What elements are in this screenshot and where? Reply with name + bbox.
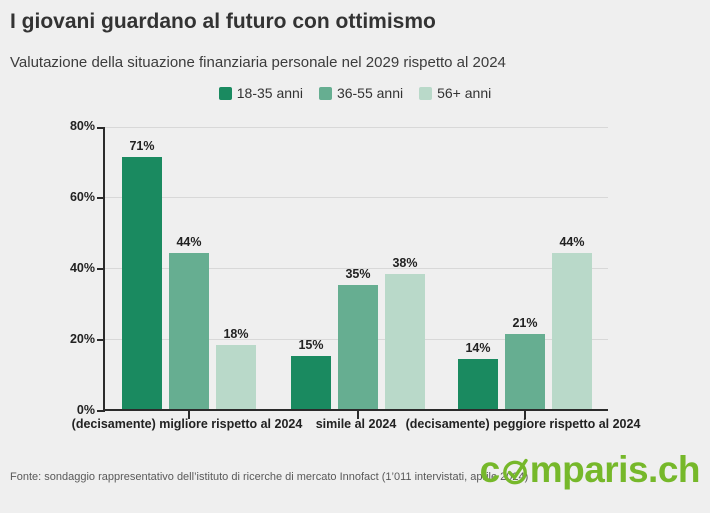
bar-value-label: 44% xyxy=(176,235,202,249)
bar-36-55-anni-cat1 xyxy=(338,285,378,409)
bar-56+-anni-cat2 xyxy=(552,253,592,409)
gridline xyxy=(105,268,608,269)
legend-swatch-56plus xyxy=(419,86,433,100)
chart-title: I giovani guardano al futuro con ottimis… xyxy=(10,10,436,33)
category-label: (decisamente) migliore rispetto al 2024 xyxy=(71,417,303,431)
bar-18-35-anni-cat1 xyxy=(291,356,331,409)
y-axis-tick xyxy=(97,127,105,129)
gridline xyxy=(105,127,608,128)
legend-item-36-55: 36-55 anni xyxy=(318,85,404,101)
y-axis-label: 40% xyxy=(69,261,95,275)
logo-text-post: mparis.ch xyxy=(529,449,701,490)
legend-label-36-55: 36-55 anni xyxy=(336,85,404,101)
legend-label-56plus: 56+ anni xyxy=(437,85,492,101)
y-axis-label: 60% xyxy=(69,190,95,204)
logo-text-pre: c xyxy=(479,449,501,490)
y-axis: 80% 60% 40% 20% 0% xyxy=(50,119,95,417)
y-axis-label: 0% xyxy=(76,403,95,417)
legend-item-18-35: 18-35 anni xyxy=(218,85,303,101)
x-axis-labels: (decisamente) migliore rispetto al 2024 s… xyxy=(72,417,641,435)
legend-swatch-18-35 xyxy=(218,86,232,100)
x-axis-tick xyxy=(188,411,190,419)
gridline xyxy=(105,197,608,198)
bar-value-label: 21% xyxy=(512,316,538,330)
bar-value-label: 14% xyxy=(465,341,491,355)
bar-value-label: 71% xyxy=(129,139,155,153)
legend-label-18-35: 18-35 anni xyxy=(236,85,303,101)
bar-value-label: 18% xyxy=(223,327,249,341)
plot-area: 71% 44% 18% 15% 35% 38% 14% 21% 44% xyxy=(97,127,608,419)
bar-36-55-anni-cat0 xyxy=(169,253,209,409)
y-axis-tick xyxy=(97,410,105,412)
legend-swatch-36-55 xyxy=(318,86,332,100)
bar-56+-anni-cat0 xyxy=(216,345,256,409)
y-axis-tick xyxy=(97,339,105,341)
bar-18-35-anni-cat2 xyxy=(458,359,498,409)
x-axis-tick xyxy=(357,411,359,419)
category-label: simile al 2024 xyxy=(315,417,397,431)
bar-value-label: 38% xyxy=(392,256,418,270)
chart-subtitle: Valutazione della situazione finanziaria… xyxy=(10,54,506,71)
check-icon xyxy=(502,458,528,485)
y-axis-label: 20% xyxy=(69,332,95,346)
bar-value-label: 35% xyxy=(345,267,371,281)
bar-56+-anni-cat1 xyxy=(385,274,425,409)
y-axis-tick xyxy=(97,268,105,270)
legend-item-56plus: 56+ anni xyxy=(419,85,491,101)
bar-18-35-anni-cat0 xyxy=(122,157,162,409)
bar-value-label: 15% xyxy=(298,338,324,352)
x-axis-tick xyxy=(524,411,526,419)
category-label: (decisamente) peggiore rispetto al 2024 xyxy=(405,417,641,431)
bar-value-label: 44% xyxy=(559,235,585,249)
y-axis-label: 80% xyxy=(69,119,95,133)
bar-36-55-anni-cat2 xyxy=(505,334,545,409)
legend: 18-35 anni 36-55 anni 56+ anni xyxy=(0,85,710,101)
source-note: Fonte: sondaggio rappresentativo dell’is… xyxy=(10,471,529,483)
comparis-logo: c mparis.ch xyxy=(479,449,701,491)
y-axis-tick xyxy=(97,197,105,199)
